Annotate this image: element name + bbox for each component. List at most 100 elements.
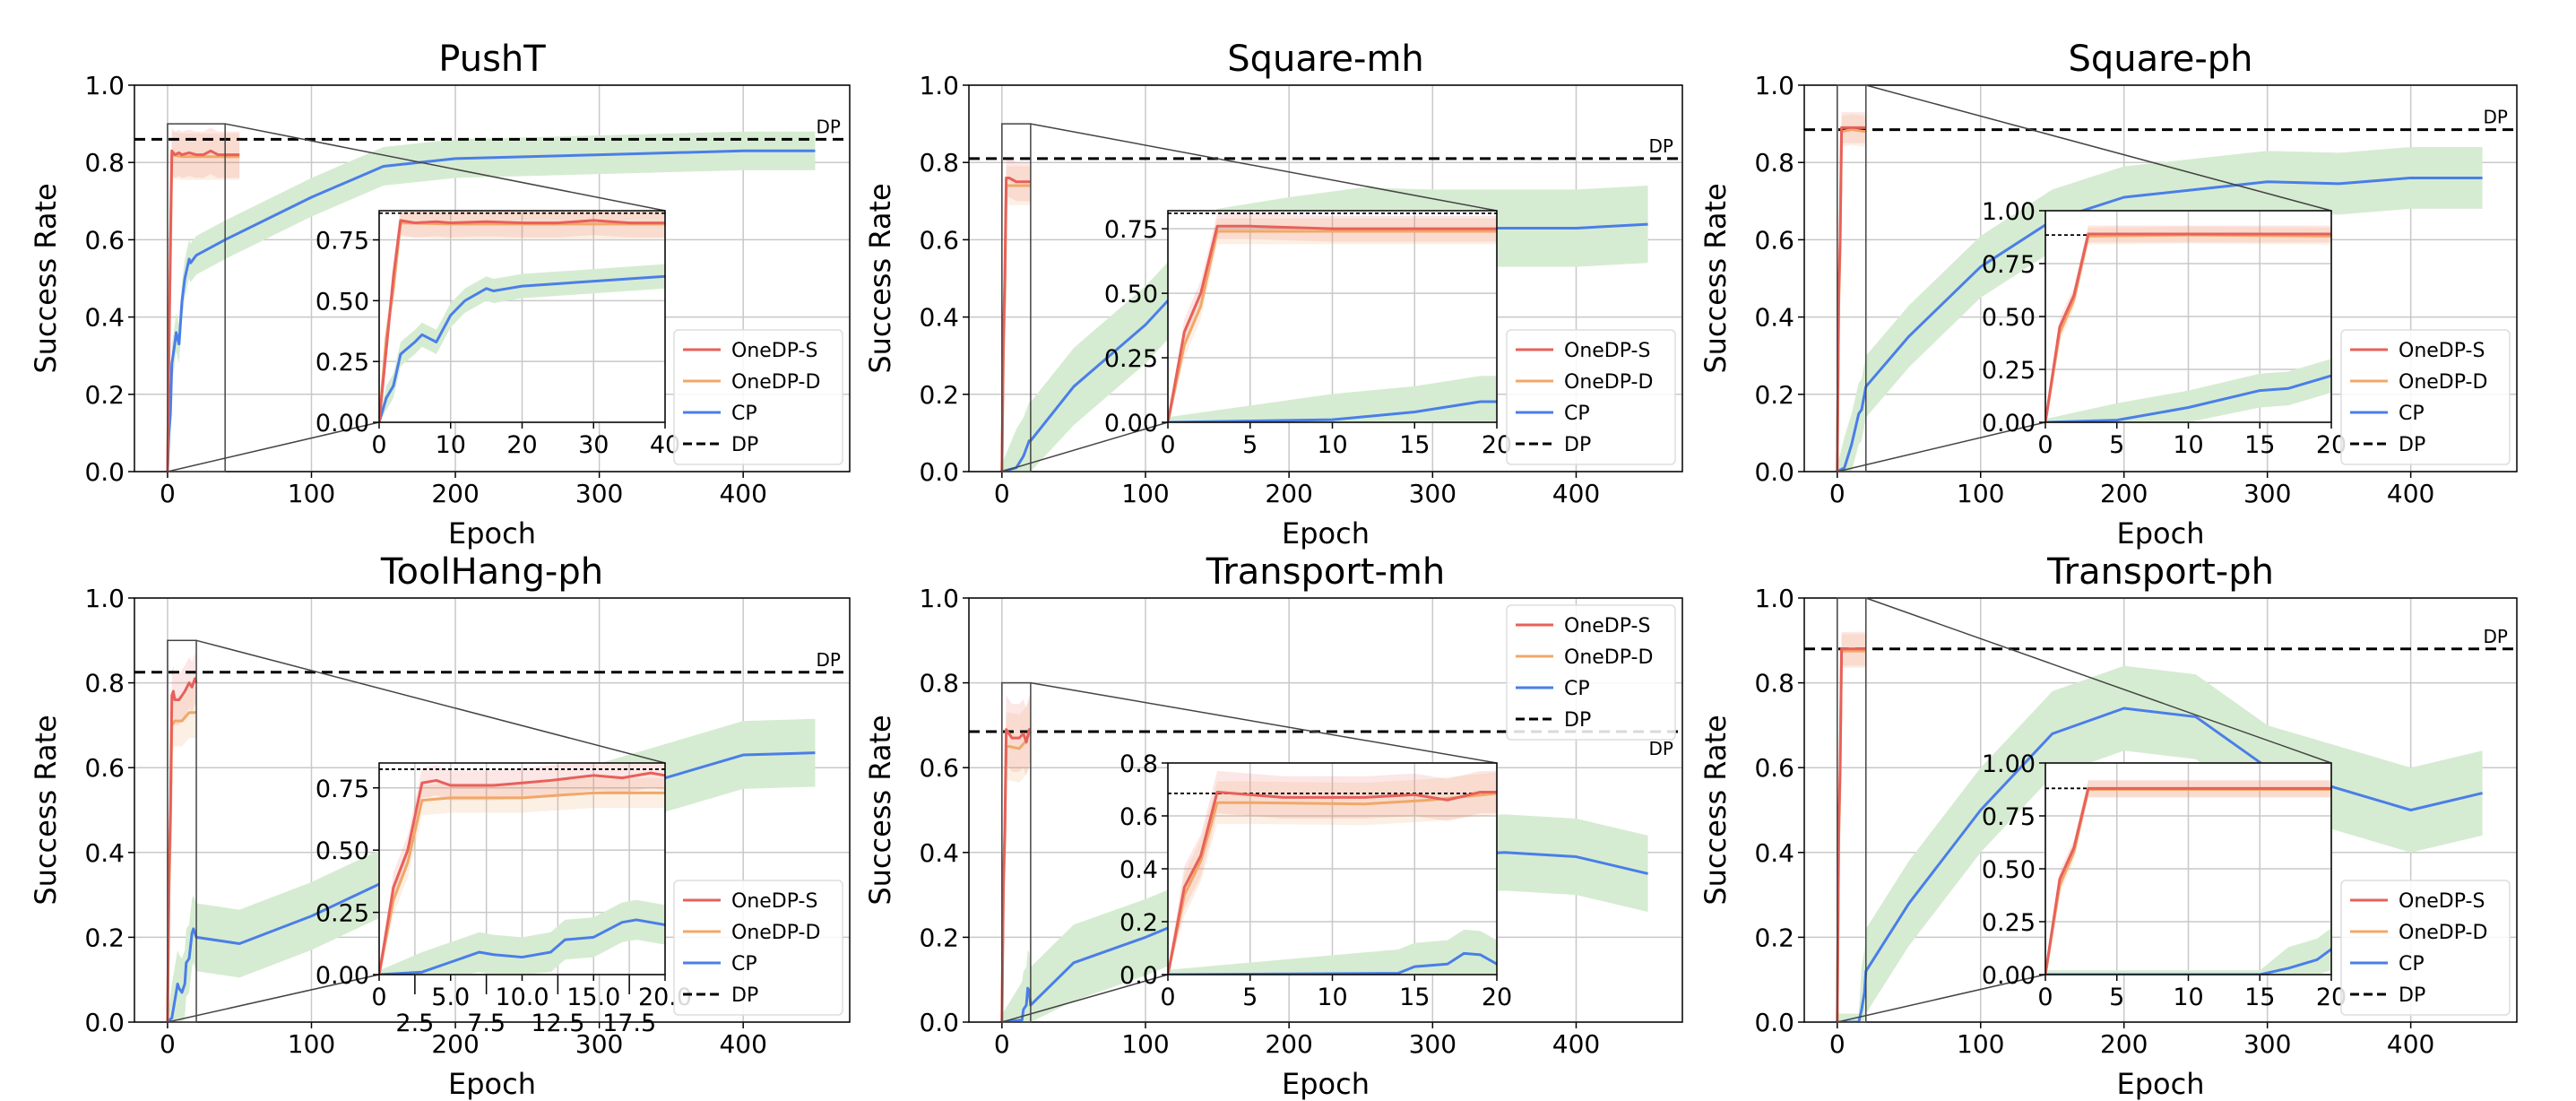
y-tick-label: 0.8 xyxy=(1119,750,1158,778)
dp-annotation: DP xyxy=(1649,738,1673,759)
y-axis-label: Success Rate xyxy=(29,715,63,905)
zoom-box xyxy=(1001,123,1032,472)
y-tick-label: 0.75 xyxy=(316,228,369,256)
chart-title: ToolHang-ph xyxy=(380,551,603,593)
inset-frame xyxy=(1167,210,1498,423)
line-onedp-s xyxy=(1000,728,1031,1022)
y-tick-label: 0.0 xyxy=(84,457,125,487)
x-tick-label: 0 xyxy=(1160,984,1175,1011)
band-cp xyxy=(1837,665,2483,1022)
y-tick-label: 0.0 xyxy=(919,457,959,487)
y-tick-label: 0.2 xyxy=(84,380,125,410)
line-onedp-s xyxy=(1836,647,1866,1022)
axes-frame xyxy=(968,597,1683,1023)
axes-frame xyxy=(134,84,851,472)
x-tick-label: 400 xyxy=(1552,1029,1600,1059)
line-cp xyxy=(379,918,665,975)
y-axis-label: Success Rate xyxy=(1699,183,1733,373)
zoom-connector xyxy=(167,974,380,1023)
y-tick-label: 0.50 xyxy=(316,288,369,316)
dp-annotation: DP xyxy=(817,116,841,137)
chart-title: Transport-ph xyxy=(2046,551,2274,593)
y-tick-label: 0.00 xyxy=(1104,410,1158,438)
line-onedp-s xyxy=(1836,126,1866,472)
inset-plot: 0 5 10 15 20 0.0 0.2 0.4 0.6 0.8 xyxy=(1119,750,1512,1011)
y-tick-label: 0.0 xyxy=(84,1008,125,1037)
legend-label: DP xyxy=(731,984,758,1007)
y-tick-label: 0.4 xyxy=(1119,856,1158,884)
y-tick-label: 0.8 xyxy=(1754,148,1794,178)
legend-label: CP xyxy=(731,953,757,975)
x-tick-label: 0 xyxy=(1160,431,1175,459)
legend: OneDP-S OneDP-D CP DP xyxy=(1506,329,1676,465)
x-tick-label: 200 xyxy=(2100,479,2148,508)
legend-label: OneDP-S xyxy=(2399,340,2485,362)
y-tick-label: 0.4 xyxy=(84,303,125,333)
band-onedp-d xyxy=(167,131,240,472)
band-cp xyxy=(1837,146,2483,472)
legend-label: OneDP-S xyxy=(2399,890,2485,913)
zoom-box xyxy=(1837,84,1867,472)
y-tick-label: 0.8 xyxy=(84,148,125,178)
band-cp xyxy=(1168,929,1497,975)
y-tick-label: 0.6 xyxy=(919,225,959,255)
legend-box xyxy=(673,880,843,1016)
x-tick-label: 0 xyxy=(1829,1029,1846,1059)
line-onedp-s xyxy=(1168,790,1497,975)
legend: OneDP-S OneDP-D CP DP xyxy=(673,329,843,465)
band-cp xyxy=(379,899,665,975)
legend: OneDP-S OneDP-D CP DP xyxy=(1506,604,1676,741)
legend-box xyxy=(673,329,843,465)
y-tick-label: 0.00 xyxy=(316,410,369,438)
plot-area xyxy=(1168,770,1497,975)
y-tick-label: 1.00 xyxy=(1982,750,2036,778)
x-tick-label: 15 xyxy=(1399,431,1430,459)
plot-area xyxy=(2045,225,2331,422)
legend-box xyxy=(2340,880,2511,1016)
x-tick-label: 10.0 xyxy=(495,984,549,1011)
inset-frame xyxy=(2044,762,2332,975)
x-tick-label: 2.5 xyxy=(395,1010,434,1037)
y-tick-label: 0.0 xyxy=(1754,457,1794,487)
zoom-box xyxy=(1001,681,1032,1023)
x-tick-label: 30 xyxy=(578,431,609,459)
y-tick-label: 0.50 xyxy=(1982,856,2036,884)
zoom-connector xyxy=(1865,84,2332,212)
x-tick-label: 400 xyxy=(1552,479,1600,508)
x-tick-label: 400 xyxy=(719,1029,766,1059)
x-tick-label: 15 xyxy=(2244,984,2275,1011)
legend: OneDP-S OneDP-D CP DP xyxy=(2340,880,2511,1016)
axes-frame xyxy=(968,84,1683,472)
subplot-transport-mh: 0 100 200 300 4000.00.20.40.60.81.0Transport… xyxy=(863,551,1683,1101)
subplot-toolhang-ph: 0 100 200 300 400 0.0 0.2 0.4 0.6 0.8 1.0 ToolHang-… xyxy=(29,551,851,1101)
x-axis-label: Epoch xyxy=(2117,516,2205,550)
inset-plot: 0 5 10 15 200.000.250.500.75 xyxy=(1104,210,1512,459)
legend-label: DP xyxy=(2399,434,2425,456)
x-axis-label: Epoch xyxy=(1282,516,1370,550)
plot-area xyxy=(379,763,665,975)
x-tick-label: 0 xyxy=(371,984,386,1011)
line-cp xyxy=(166,149,816,472)
zoom-connector xyxy=(1030,681,1498,764)
band-onedp-d xyxy=(167,687,197,1022)
band-cp xyxy=(167,131,816,472)
y-axis-label: Success Rate xyxy=(1699,715,1733,905)
y-tick-label: 0.6 xyxy=(1754,753,1794,783)
y-tick-label: 1.0 xyxy=(84,71,125,100)
legend-box xyxy=(1506,329,1676,465)
inset-plot: 0 10 20 30 400.000.250.500.75 xyxy=(316,210,680,459)
x-tick-label: 300 xyxy=(2243,1029,2291,1059)
y-tick-label: 0.6 xyxy=(919,753,959,783)
x-tick-label: 17.5 xyxy=(602,1010,656,1037)
band-onedp-d xyxy=(1168,218,1497,422)
inset-frame xyxy=(1167,762,1498,975)
legend-label: OneDP-D xyxy=(1564,646,1653,669)
zoom-connector xyxy=(1837,974,2046,1023)
zoom-connector xyxy=(195,639,666,764)
x-tick-label: 15 xyxy=(1399,984,1430,1011)
plot-area xyxy=(1168,212,1497,422)
band-onedp-s xyxy=(167,127,240,472)
x-axis-label: Epoch xyxy=(448,516,536,550)
legend: OneDP-S OneDP-D CP DP xyxy=(2340,329,2511,465)
